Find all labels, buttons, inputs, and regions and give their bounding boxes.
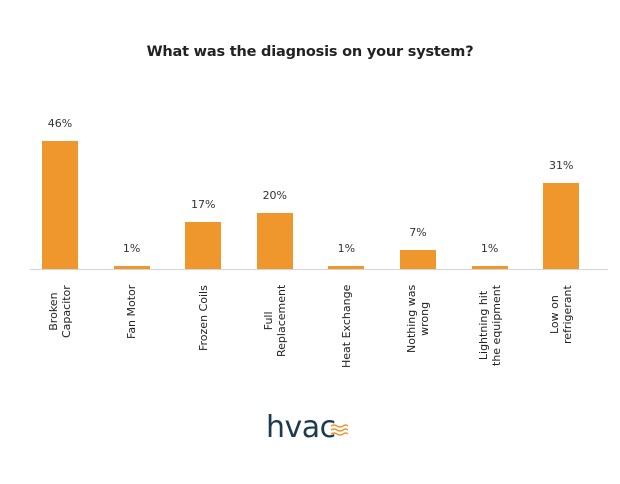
bar — [185, 221, 222, 269]
x-tick-label: Lightning hit the equipment — [477, 285, 503, 366]
value-label: 1% — [337, 242, 356, 255]
x-tick-label-line: Broken — [47, 292, 60, 331]
x-tick-label: Frozen Coils — [197, 285, 210, 351]
x-tick-label-line: Fan Motor — [125, 284, 139, 339]
x-tick-label-line: Frozen Coils — [196, 285, 210, 351]
x-tick-label-line: Low on — [548, 295, 562, 335]
value-label: 17% — [190, 197, 216, 211]
value-label: 1% — [480, 242, 499, 255]
hvac-logo: hvac — [266, 405, 348, 445]
x-tick-label-line: Nothing was — [405, 284, 418, 353]
x-tick-label-line: wrong — [418, 301, 431, 336]
x-tick-label-line: refrigerant — [561, 285, 575, 344]
x-tick-label-line: Lightning hit — [476, 290, 490, 361]
value-label: 1% — [122, 242, 141, 255]
bar — [42, 141, 78, 269]
logo-text: hvac — [266, 410, 336, 445]
bar — [471, 266, 508, 269]
bar — [328, 266, 365, 269]
x-tick-label-line: Capacitor — [60, 285, 73, 338]
x-tick-label: Nothing was wrong — [405, 285, 431, 353]
wave-icon — [330, 424, 348, 436]
bar — [113, 266, 150, 269]
x-tick-label-line: Full — [261, 311, 275, 331]
x-tick-label: Broken Capacitor — [47, 285, 73, 338]
value-label: 7% — [409, 225, 427, 239]
chart-title: What was the diagnosis on your system? — [146, 44, 474, 60]
bar — [400, 249, 436, 269]
x-tick-label-line: the equipment — [489, 284, 503, 366]
x-tick-label-line: Replacement — [274, 284, 288, 357]
value-label: 31% — [548, 158, 574, 172]
x-tick-label: Full Replacement — [262, 285, 288, 357]
x-axis-line — [30, 269, 608, 270]
x-tick-label: Fan Motor — [125, 285, 138, 339]
x-tick-label: Heat Exchange — [340, 285, 353, 368]
value-label: 46% — [47, 117, 73, 130]
bar — [543, 182, 580, 269]
x-tick-label-line: Heat Exchange — [339, 284, 353, 368]
bar — [256, 213, 293, 269]
x-tick-label: Low on refrigerant — [548, 285, 574, 344]
value-label: 20% — [262, 189, 288, 203]
